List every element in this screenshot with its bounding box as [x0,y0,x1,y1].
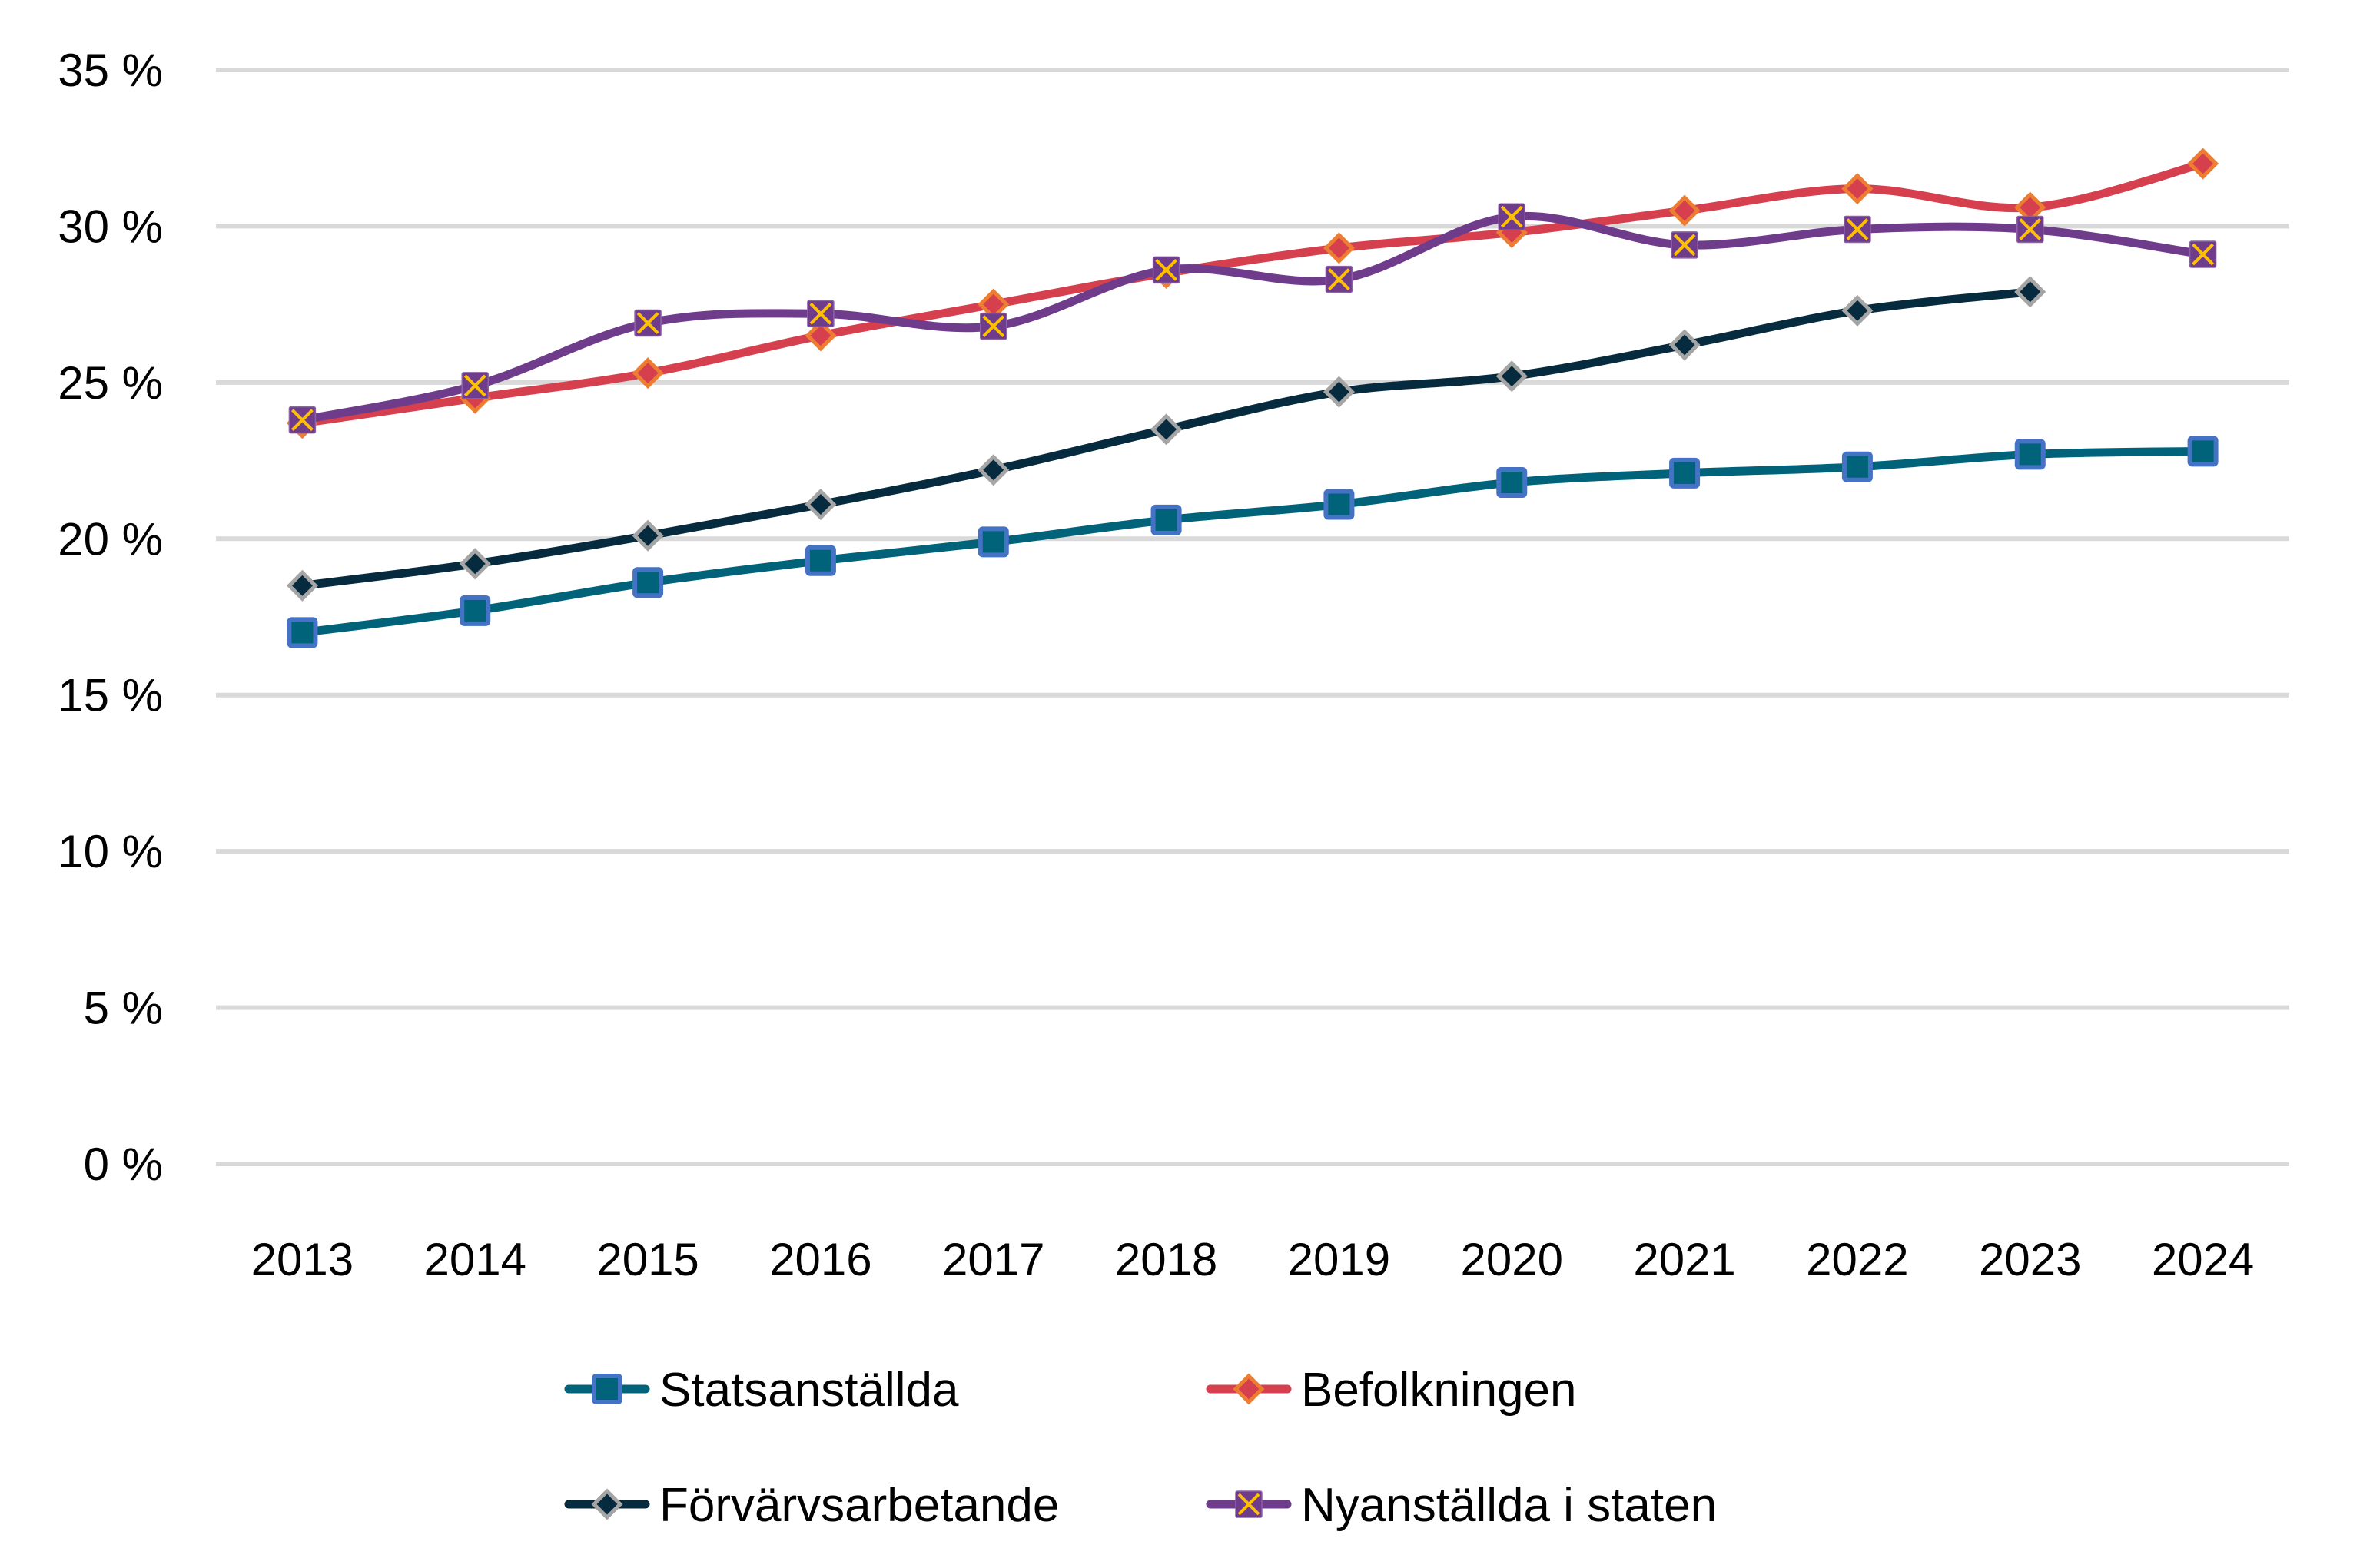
legend: Statsanställda Befolkningen Förvärvsarbeta… [564,1364,1717,1532]
data-point [1150,504,1182,535]
series-befolkningen [286,148,2219,439]
data-point [1323,489,1355,520]
y-tick-label: 30 % [58,201,163,252]
data-point [2016,215,2044,244]
series-line [297,211,2208,425]
series-statsanställda [287,436,2219,648]
x-tick-label: 2013 [251,1234,354,1285]
x-tick-label: 2021 [1633,1234,1735,1285]
legend-marker-icon [1235,1490,1263,1518]
legend-item: Befolkningen [1206,1364,1577,1417]
data-point [2187,148,2219,180]
data-point [459,548,491,580]
data-point [807,300,835,328]
legend-marker-icon [1233,1373,1265,1405]
data-point [2014,439,2046,470]
x-tick-label: 2014 [424,1234,526,1285]
legend-item: Statsanställda [564,1364,959,1417]
data-point [1841,173,1874,205]
x-tick-label: 2022 [1806,1234,1908,1285]
data-point [805,320,837,352]
data-point [978,526,1009,558]
data-point [288,406,317,434]
y-axis-tick-labels: 0 % 5 % 10 % 15 % 20 % 25 % 30 % 35 % [58,45,163,1190]
data-point [1668,194,1701,227]
x-tick-label: 2018 [1115,1234,1217,1285]
data-point [632,357,664,390]
data-point [1844,215,1871,244]
data-point [1496,467,1528,499]
data-point [1323,376,1355,408]
series-line [297,159,2208,428]
data-point [2187,436,2219,467]
legend-item: Nyanställda i staten [1206,1479,1717,1532]
data-point [1498,203,1525,230]
data-point [1495,360,1528,393]
x-tick-label: 2020 [1461,1234,1563,1285]
x-axis-tick-labels: 2013 2014 2015 2016 2017 2018 2019 2020 2021 2022… [251,1234,2255,1285]
legend-marker-icon [592,1374,622,1404]
y-tick-label: 15 % [58,670,163,721]
data-point [980,312,1007,340]
legend-label: Befolkningen [1301,1364,1577,1417]
gridlines [216,68,2289,1166]
data-point [2189,240,2217,268]
y-tick-label: 25 % [58,357,163,409]
legend-marker-icon [591,1488,623,1520]
data-point [634,309,662,337]
data-point [1668,329,1701,361]
data-point [460,595,491,626]
y-tick-label: 0 % [84,1139,163,1190]
data-point [1152,256,1180,284]
data-point [461,372,489,399]
data-point [1323,232,1355,264]
data-point [1150,413,1183,446]
x-tick-label: 2024 [2152,1234,2254,1285]
data-point [805,488,837,521]
y-tick-label: 5 % [84,983,163,1034]
y-tick-label: 20 % [58,513,163,565]
legend-label: Statsanställda [659,1364,959,1417]
data-point [1841,451,1873,482]
series-nyanställda-i-staten [288,203,2217,434]
series-förvärvsarbetande [286,276,2046,602]
x-tick-label: 2017 [942,1234,1044,1285]
data-point [632,519,664,552]
x-tick-label: 2016 [769,1234,871,1285]
series-group [286,148,2219,648]
x-tick-label: 2023 [1979,1234,2081,1285]
x-tick-label: 2015 [596,1234,699,1285]
data-point [287,617,318,648]
data-point [286,569,318,602]
data-point [1669,457,1701,489]
legend-label: Förvärvsarbetande [659,1479,1059,1532]
data-point [1671,231,1698,259]
x-tick-label: 2019 [1288,1234,1390,1285]
data-point [2014,276,2046,308]
data-point [1841,294,1874,327]
y-tick-label: 10 % [58,826,163,877]
data-point [805,545,836,576]
legend-label: Nyanställda i staten [1301,1479,1717,1532]
legend-item: Förvärvsarbetande [564,1479,1059,1532]
data-point [1325,265,1353,293]
y-tick-label: 35 % [58,45,163,96]
data-point [978,454,1010,486]
data-point [632,567,664,598]
